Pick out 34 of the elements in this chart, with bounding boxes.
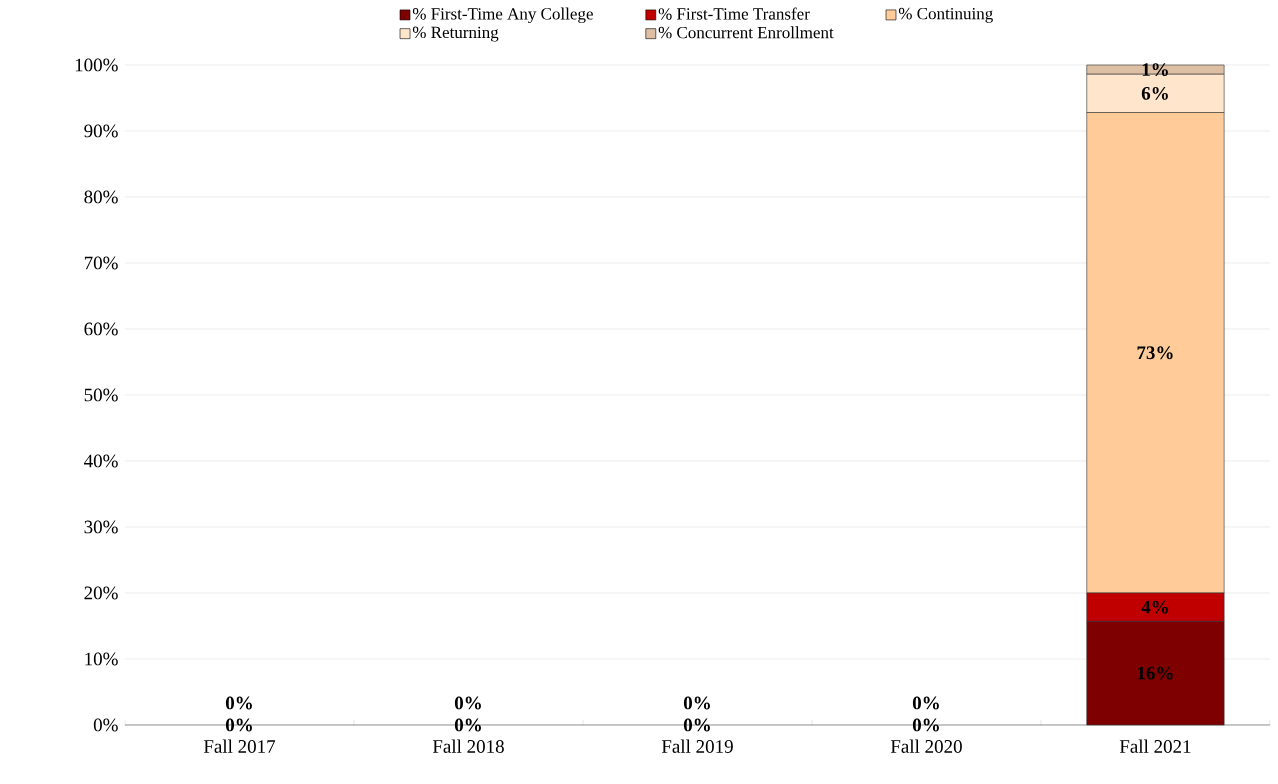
- y-tick-label: 100%: [75, 58, 118, 72]
- y-tick-label: 90%: [84, 124, 118, 138]
- x-tick-label: Fall 2021: [1119, 739, 1191, 753]
- x-tick-label: Fall 2018: [432, 739, 504, 753]
- y-tick-label: 30%: [84, 520, 118, 534]
- y-tick-label: 80%: [84, 190, 118, 204]
- legend-label: % Concurrent Enrollment: [658, 26, 834, 39]
- y-tick-label: 60%: [84, 322, 118, 336]
- data-label: 0%: [683, 718, 710, 732]
- x-tick-label: Fall 2017: [203, 739, 276, 753]
- data-label: 4%: [1141, 600, 1168, 614]
- y-tick-label: 10%: [85, 652, 118, 666]
- legend-label: % First-Time Any College: [412, 7, 593, 24]
- data-label: 6%: [1141, 86, 1168, 100]
- data-label: 1%: [1142, 63, 1168, 77]
- y-tick-label: 0%: [93, 718, 118, 732]
- data-label: 0%: [912, 696, 939, 710]
- data-label: 73%: [1137, 346, 1173, 360]
- data-label: 16%: [1137, 666, 1173, 680]
- x-tick-label: Fall 2019: [661, 739, 733, 753]
- y-tick-label: 50%: [84, 388, 118, 402]
- y-tick-label: 40%: [84, 454, 118, 468]
- y-tick-label: 70%: [84, 256, 118, 270]
- legend-label: % Continuing: [898, 7, 993, 23]
- legend-label: % First-Time Transfer: [658, 7, 810, 20]
- data-label: 0%: [683, 696, 710, 710]
- x-tick-label: Fall 2020: [890, 739, 962, 753]
- data-label: 0%: [225, 718, 252, 732]
- data-label: 0%: [454, 696, 481, 710]
- data-label: 0%: [912, 718, 939, 732]
- legend-label: % Returning: [412, 26, 499, 42]
- data-label: 0%: [225, 696, 252, 710]
- y-tick-label: 20%: [84, 586, 118, 600]
- data-label: 0%: [454, 718, 481, 732]
